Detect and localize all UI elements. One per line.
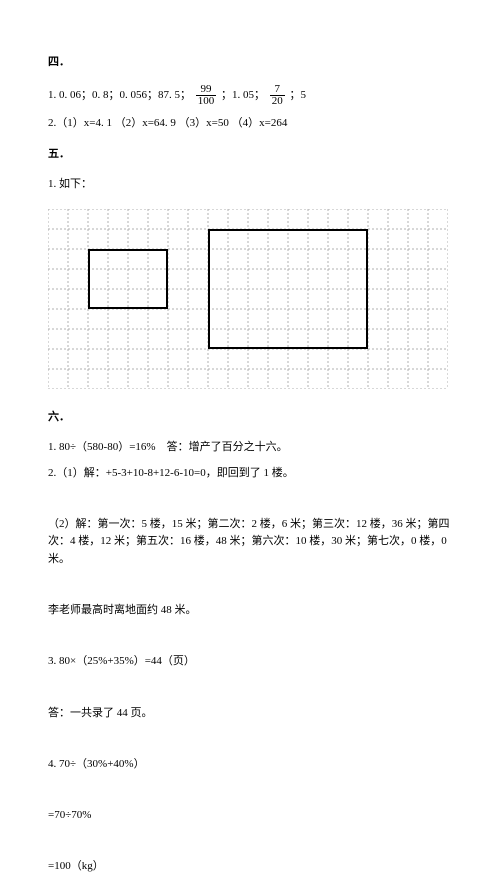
grid-rectangle-2 — [208, 229, 368, 349]
section-6-line: =70÷70% — [48, 807, 452, 825]
text: ；5 — [290, 89, 307, 101]
section-6-line: 李老师最高时离地面约 48 米。 — [48, 602, 452, 620]
section-5-line-1: 1. 如下： — [48, 176, 452, 194]
section-6-line — [48, 679, 452, 697]
fraction-denominator: 20 — [270, 96, 285, 107]
fraction-numerator: 7 — [270, 84, 285, 96]
fraction-1: 99 100 — [196, 84, 217, 107]
text: 1. 0. 06；0. 8；0. 056；87. 5； — [48, 89, 191, 101]
section-6-line: 2.（1）解：+5-3+10-8+12-6-10=0，即回到了 1 楼。 — [48, 465, 452, 483]
section-6-line: =100（kg） — [48, 858, 452, 876]
section-6-line: 3. 80×（25%+35%）=44（页） — [48, 653, 452, 671]
section-6-line — [48, 781, 452, 799]
section-4-line-2: 2.（1）x=4. 1 （2）x=64. 9 （3）x=50 （4）x=264 — [48, 115, 452, 133]
section-5-heading: 五． — [48, 146, 452, 164]
fraction-numerator: 99 — [196, 84, 217, 96]
section-4-line-1: 1. 0. 06；0. 8；0. 056；87. 5； 99 100 ；1. 0… — [48, 84, 452, 107]
grid-rectangle-1 — [88, 249, 168, 309]
section-6-line: 1. 80÷（580-80）=16% 答：增产了百分之十六。 — [48, 439, 452, 457]
section-4-heading: 四． — [48, 54, 452, 72]
fraction-denominator: 100 — [196, 96, 217, 107]
grid-diagram — [48, 209, 452, 389]
section-6-heading: 六． — [48, 409, 452, 427]
section-6-line: 4. 70÷（30%+40%） — [48, 756, 452, 774]
fraction-2: 7 20 — [270, 84, 285, 107]
section-6-line: 答：一共录了 44 页。 — [48, 705, 452, 723]
section-6-line: （2）解：第一次：5 楼，15 米；第二次：2 楼，6 米；第三次：12 楼，3… — [48, 516, 452, 569]
section-6-line — [48, 730, 452, 748]
section-6-line — [48, 577, 452, 595]
section-6-line — [48, 832, 452, 850]
section-6-line — [48, 490, 452, 508]
section-6-line — [48, 628, 452, 646]
text: ；1. 05； — [221, 89, 265, 101]
